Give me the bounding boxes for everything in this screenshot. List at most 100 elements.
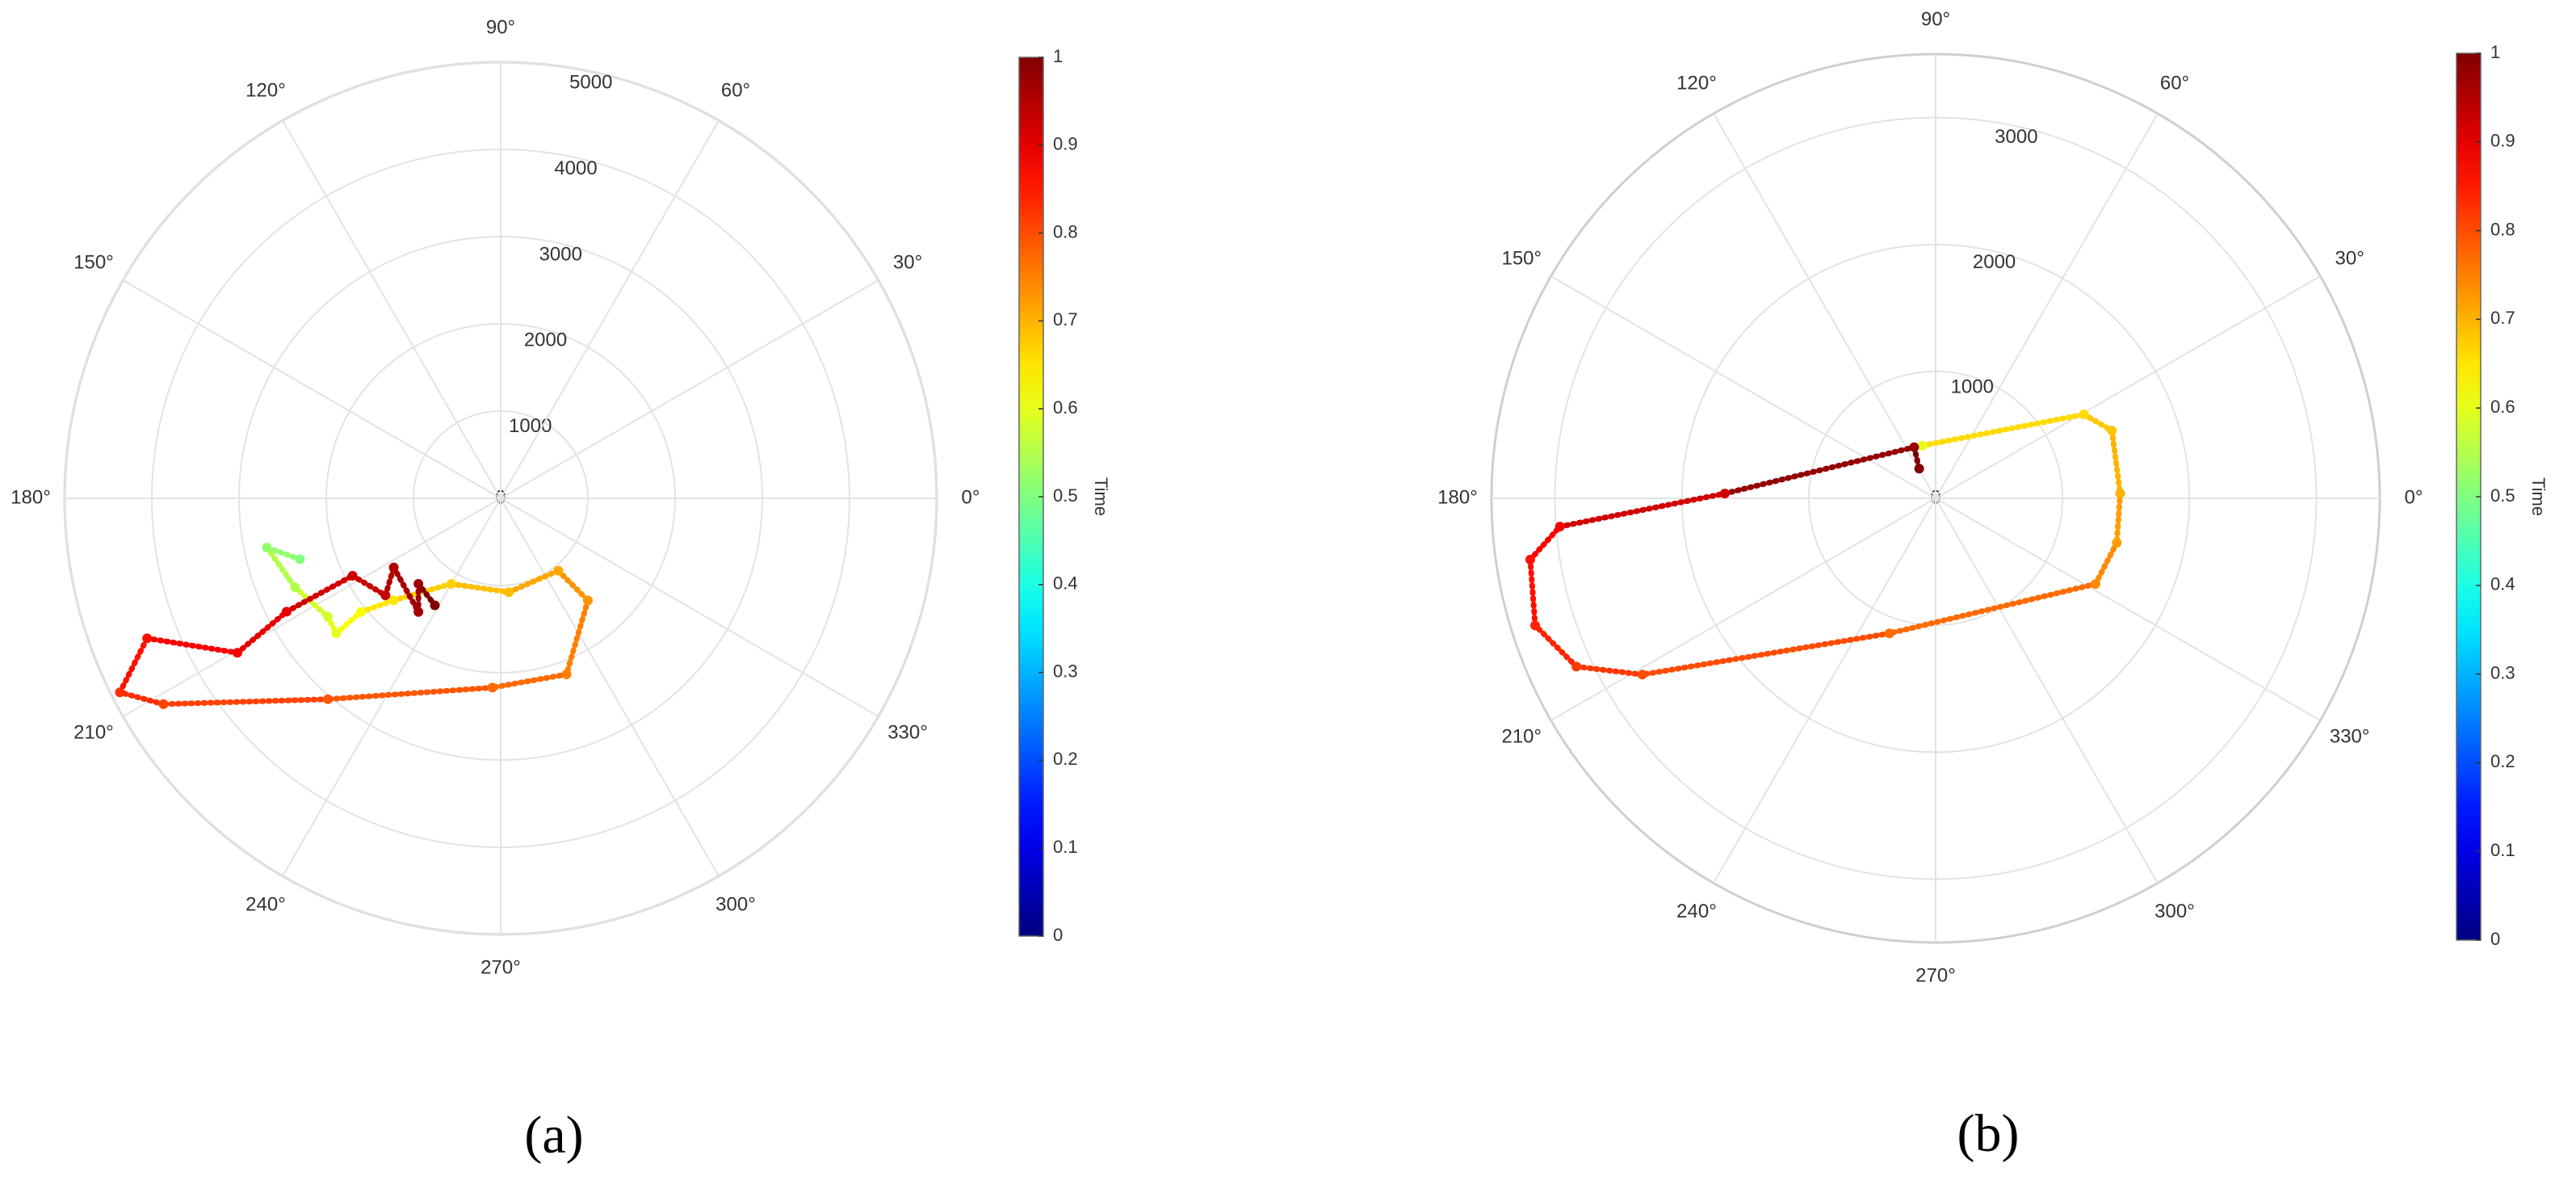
- trace-segment: [333, 609, 364, 636]
- colorbar-tick-label: 0: [1053, 925, 1063, 945]
- grid-spoke: [1550, 498, 1936, 721]
- trace-point: [2079, 409, 2089, 420]
- trace-segment: [2113, 490, 2124, 546]
- trace-segment: [1886, 581, 2099, 636]
- trace-point: [295, 554, 305, 565]
- trace-point: [504, 587, 514, 598]
- grid-spoke: [1935, 275, 2321, 499]
- trace-point: [158, 699, 169, 709]
- grid-spoke: [122, 498, 501, 717]
- colorbar-tick-label: 0.3: [1053, 661, 1078, 681]
- trace-segment: [1573, 663, 1646, 678]
- trace-point: [2107, 426, 2117, 436]
- trace-segment: [358, 597, 396, 615]
- theta-tick-label: 90°: [486, 16, 515, 38]
- trace-point: [413, 578, 424, 589]
- grid-spoke: [500, 498, 879, 717]
- colorbar-tick-label: 0.7: [2490, 308, 2515, 328]
- trace-point: [115, 687, 125, 698]
- theta-tick-label: 270°: [1915, 964, 1956, 986]
- trace-segment: [144, 635, 241, 656]
- trace-segment: [391, 565, 422, 615]
- theta-tick-label: 60°: [721, 79, 750, 101]
- theta-tick-label: 240°: [1676, 901, 1717, 922]
- trace-segment: [448, 581, 512, 595]
- r-tick-label: 4000: [554, 157, 597, 179]
- trace-segment: [264, 544, 303, 563]
- theta-tick-label: 210°: [73, 721, 114, 743]
- trace-point: [1917, 440, 1928, 451]
- trace-point: [583, 595, 594, 606]
- trace-segment: [160, 696, 331, 707]
- r-tick-label: 2000: [1973, 251, 2016, 273]
- colorbar-tick-label: 0.5: [1053, 485, 1078, 506]
- theta-tick-label: 0°: [962, 486, 980, 508]
- r-tick-label: 5000: [569, 72, 612, 94]
- trace-segment: [489, 671, 570, 691]
- trace-point: [413, 607, 424, 617]
- trace-point: [322, 611, 333, 622]
- grid-spoke: [122, 279, 501, 499]
- colorbar-tick-label: 0.5: [2490, 485, 2515, 506]
- trace-point: [561, 670, 572, 680]
- theta-tick-label: 150°: [73, 251, 114, 273]
- colorbar-label: Time: [1091, 477, 1111, 516]
- colorbar-tick-label: 0.1: [2490, 840, 2515, 860]
- trace-point: [142, 633, 153, 644]
- trace-point: [1884, 628, 1894, 639]
- colorbar-tick-label: 1: [2490, 42, 2500, 62]
- colorbar-tick-label: 0.4: [2490, 574, 2515, 594]
- trace-point: [347, 570, 358, 581]
- grid-spoke: [500, 498, 720, 877]
- trace-segment: [1527, 523, 1563, 563]
- trace-segment: [325, 684, 496, 703]
- trace-point: [1525, 554, 1535, 565]
- trace-segment: [283, 573, 356, 615]
- theta-tick-label: 120°: [245, 79, 286, 101]
- trace-point: [553, 565, 564, 576]
- trace-point: [2090, 579, 2100, 590]
- theta-tick-label: 300°: [715, 893, 756, 915]
- trace-point: [1914, 464, 1924, 474]
- trace-point: [1637, 670, 1647, 680]
- trace-point: [281, 607, 292, 617]
- trace-point: [1909, 442, 1919, 452]
- trace-point: [388, 595, 399, 606]
- trace-segment: [2081, 411, 2115, 434]
- trace-segment: [1639, 630, 1893, 678]
- trace-point: [1571, 661, 1582, 672]
- trace-point: [487, 682, 497, 693]
- colorbar-tick-label: 0.3: [2490, 662, 2515, 682]
- theta-tick-label: 120°: [1676, 73, 1717, 94]
- trace-segment: [555, 568, 591, 603]
- trace-segment: [116, 689, 166, 707]
- colorbar-tick-label: 0.7: [1053, 309, 1078, 330]
- theta-tick-label: 300°: [2154, 901, 2195, 922]
- trace-point: [290, 582, 300, 593]
- trace-point: [446, 578, 456, 589]
- grid-spoke: [1713, 113, 1936, 499]
- trace-point: [323, 694, 334, 704]
- trace-point: [380, 590, 391, 601]
- colorbar-tick-label: 1: [1053, 46, 1063, 66]
- trace-segment: [116, 635, 150, 695]
- trace-segment: [564, 597, 591, 678]
- theta-tick-label: 150°: [1501, 247, 1542, 269]
- theta-tick-label: 30°: [2335, 247, 2364, 269]
- trace-point: [2115, 489, 2125, 499]
- theta-tick-label: 90°: [1921, 8, 1950, 30]
- theta-tick-label: 180°: [10, 486, 51, 508]
- theta-tick-label: 60°: [2160, 73, 2189, 94]
- colorbar-tick-label: 0.8: [1053, 221, 1078, 241]
- trace-segment: [1527, 556, 1538, 628]
- trace-point: [430, 600, 440, 611]
- grid-spoke: [1935, 498, 2159, 884]
- panel-label: (a): [524, 1106, 583, 1165]
- colorbar-tick-label: 0.6: [1053, 397, 1078, 418]
- trace-segment: [350, 573, 388, 598]
- colorbar-tick-label: 0.9: [1053, 134, 1078, 154]
- colorbar-tick-label: 0.2: [1053, 749, 1078, 769]
- colorbar-tick-label: 0.1: [1053, 837, 1078, 857]
- trace-point: [262, 542, 272, 552]
- theta-tick-label: 30°: [893, 251, 922, 273]
